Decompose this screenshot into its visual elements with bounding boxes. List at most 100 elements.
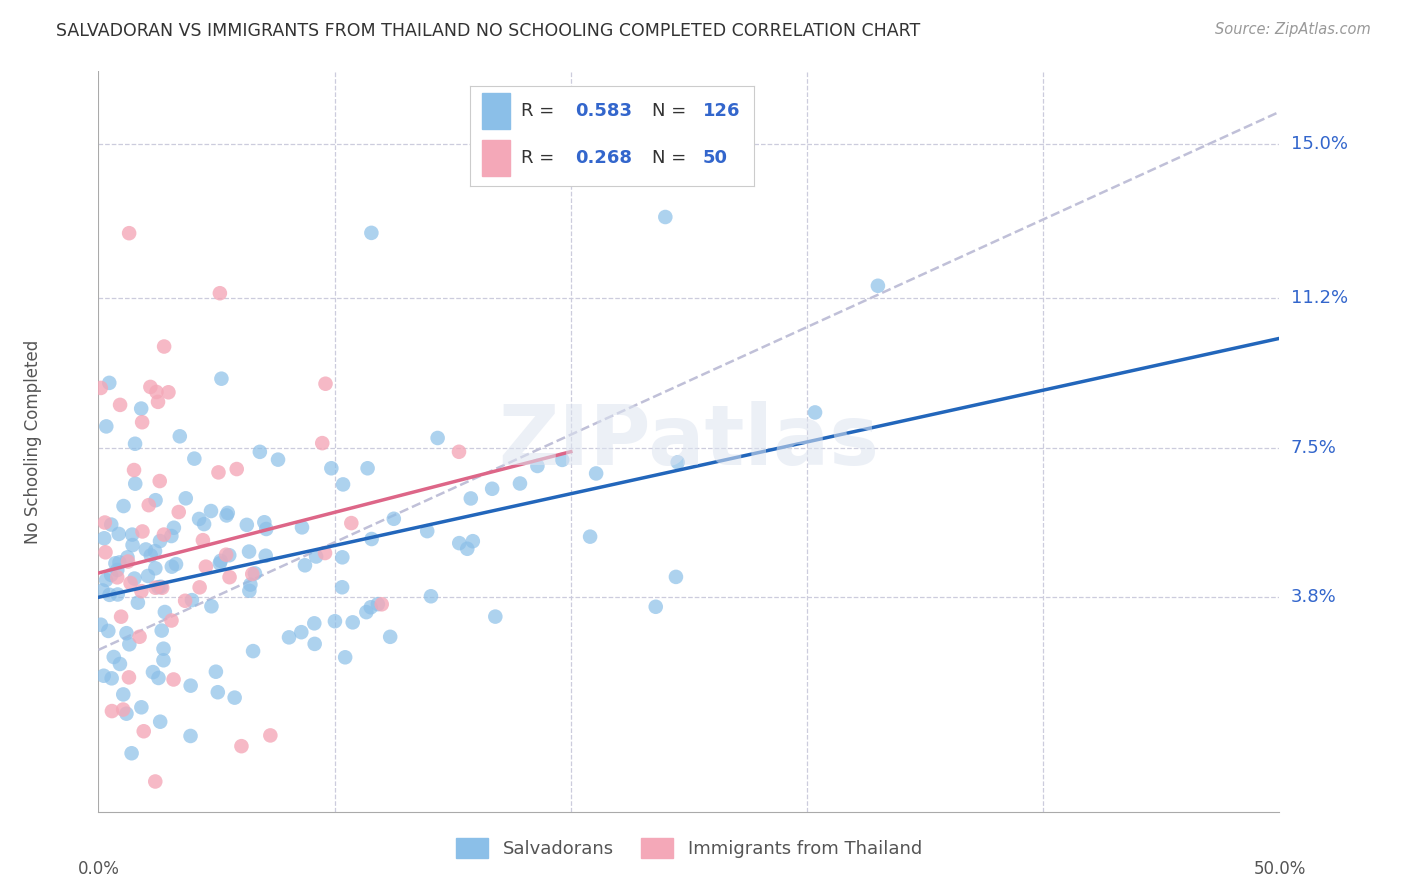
Text: ZIPatlas: ZIPatlas	[499, 401, 879, 482]
Salvadorans	[579, 530, 602, 544]
Immigrants from Thailand	[139, 380, 162, 394]
Salvadorans	[148, 671, 170, 685]
Salvadorans	[416, 524, 439, 538]
Salvadorans	[304, 616, 326, 631]
Salvadorans	[224, 690, 246, 705]
Salvadorans	[330, 550, 353, 565]
Salvadorans	[115, 626, 138, 640]
Immigrants from Thailand	[90, 381, 112, 395]
Salvadorans	[238, 544, 260, 558]
Salvadorans	[291, 520, 314, 534]
Immigrants from Thailand	[315, 376, 337, 391]
Salvadorans	[249, 445, 271, 459]
Salvadorans	[121, 538, 143, 552]
Salvadorans	[380, 630, 402, 644]
Salvadorans	[115, 706, 138, 721]
Salvadorans	[112, 687, 135, 701]
Immigrants from Thailand	[105, 570, 128, 584]
Salvadorans	[866, 278, 889, 293]
Salvadorans	[461, 534, 484, 549]
Immigrants from Thailand	[194, 559, 217, 574]
Immigrants from Thailand	[131, 584, 153, 599]
Salvadorans	[193, 517, 215, 532]
Salvadorans	[145, 493, 167, 508]
Salvadorans	[129, 401, 152, 416]
Salvadorans	[360, 226, 382, 240]
Salvadorans	[426, 431, 449, 445]
Text: 0.0%: 0.0%	[77, 860, 120, 879]
Immigrants from Thailand	[108, 398, 131, 412]
Salvadorans	[180, 729, 202, 743]
Salvadorans	[526, 458, 548, 473]
Immigrants from Thailand	[208, 286, 231, 301]
Immigrants from Thailand	[120, 576, 142, 591]
Salvadorans	[360, 532, 382, 546]
Salvadorans	[294, 558, 316, 573]
Salvadorans	[481, 482, 503, 496]
Immigrants from Thailand	[128, 630, 150, 644]
Text: 7.5%: 7.5%	[1291, 439, 1337, 457]
Salvadorans	[160, 529, 183, 543]
Salvadorans	[97, 624, 120, 638]
Salvadorans	[100, 568, 122, 582]
Immigrants from Thailand	[191, 533, 214, 548]
Salvadorans	[290, 625, 312, 640]
Immigrants from Thailand	[94, 545, 117, 559]
Salvadorans	[243, 566, 266, 581]
Immigrants from Thailand	[157, 385, 180, 400]
Salvadorans	[188, 512, 211, 526]
Salvadorans	[585, 467, 607, 481]
Immigrants from Thailand	[207, 466, 229, 480]
Salvadorans	[215, 508, 238, 523]
Salvadorans	[239, 577, 262, 591]
Text: 50.0%: 50.0%	[1253, 860, 1306, 879]
Salvadorans	[94, 573, 117, 587]
Immigrants from Thailand	[131, 415, 153, 429]
Salvadorans	[254, 549, 277, 563]
Immigrants from Thailand	[188, 580, 211, 594]
Salvadorans	[148, 580, 170, 594]
Salvadorans	[121, 527, 143, 541]
Salvadorans	[456, 541, 478, 556]
Salvadorans	[217, 506, 239, 520]
Salvadorans	[98, 376, 121, 390]
Salvadorans	[382, 512, 405, 526]
Immigrants from Thailand	[131, 524, 153, 539]
Salvadorans	[367, 597, 389, 611]
Salvadorans	[107, 587, 129, 601]
Salvadorans	[321, 461, 343, 475]
Immigrants from Thailand	[160, 614, 183, 628]
Immigrants from Thailand	[145, 384, 167, 399]
Immigrants from Thailand	[240, 567, 263, 582]
Salvadorans	[181, 593, 204, 607]
Text: No Schooling Completed: No Schooling Completed	[24, 340, 42, 543]
Salvadorans	[208, 557, 231, 571]
Salvadorans	[90, 617, 112, 632]
Salvadorans	[238, 583, 260, 598]
Salvadorans	[360, 600, 382, 615]
Text: SALVADORAN VS IMMIGRANTS FROM THAILAND NO SCHOOLING COMPLETED CORRELATION CHART: SALVADORAN VS IMMIGRANTS FROM THAILAND N…	[56, 22, 921, 40]
Salvadorans	[142, 665, 165, 679]
Immigrants from Thailand	[447, 444, 470, 458]
Salvadorans	[665, 570, 688, 584]
Salvadorans	[644, 599, 666, 614]
Immigrants from Thailand	[174, 594, 197, 608]
Immigrants from Thailand	[117, 555, 139, 569]
Salvadorans	[150, 624, 173, 638]
Salvadorans	[209, 554, 232, 568]
Salvadorans	[804, 405, 827, 419]
Salvadorans	[117, 550, 139, 565]
Immigrants from Thailand	[146, 395, 169, 409]
Immigrants from Thailand	[167, 505, 190, 519]
Salvadorans	[484, 609, 506, 624]
Salvadorans	[149, 534, 172, 549]
Salvadorans	[104, 556, 127, 570]
Immigrants from Thailand	[138, 498, 160, 512]
Salvadorans	[207, 685, 229, 699]
Salvadorans	[218, 548, 240, 562]
Text: 11.2%: 11.2%	[1291, 289, 1348, 307]
Salvadorans	[124, 572, 146, 586]
Salvadorans	[169, 429, 191, 443]
Salvadorans	[108, 657, 131, 671]
Salvadorans	[124, 476, 146, 491]
